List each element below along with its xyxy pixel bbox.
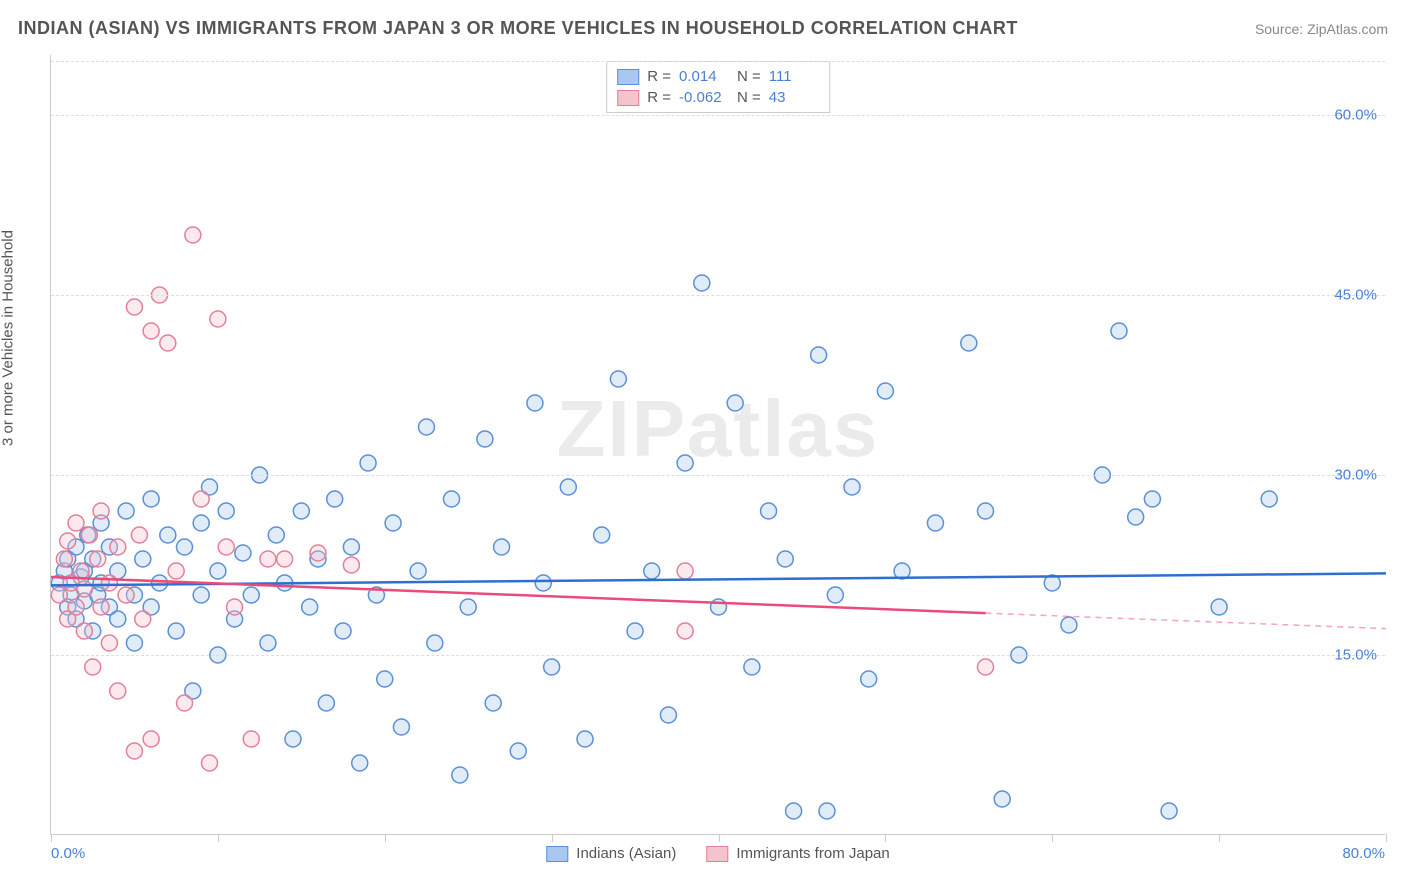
chart-title: INDIAN (ASIAN) VS IMMIGRANTS FROM JAPAN …	[18, 18, 1018, 39]
chart-svg	[51, 55, 1385, 834]
r-label: R =	[647, 89, 671, 106]
n-value: 111	[769, 68, 819, 85]
stats-legend-row: R = 0.014 N = 111	[617, 66, 819, 87]
n-label: N =	[737, 89, 761, 106]
y-tick-label: 60.0%	[1334, 107, 1377, 124]
stats-legend-row: R = -0.062 N = 43	[617, 87, 819, 108]
swatch-icon	[546, 846, 568, 862]
y-tick-label: 30.0%	[1334, 467, 1377, 484]
swatch-icon	[706, 846, 728, 862]
bottom-legend: Indians (Asian) Immigrants from Japan	[546, 845, 889, 862]
n-label: N =	[737, 68, 761, 85]
y-tick-label: 45.0%	[1334, 287, 1377, 304]
legend-item: Immigrants from Japan	[706, 845, 889, 862]
stats-legend: R = 0.014 N = 111 R = -0.062 N = 43	[606, 61, 830, 113]
source-label: Source: ZipAtlas.com	[1255, 21, 1388, 37]
r-value: -0.062	[679, 89, 729, 106]
plot-area: ZIPatlas R = 0.014 N = 111 R = -0.062 N …	[50, 55, 1385, 835]
legend-label: Indians (Asian)	[576, 845, 676, 862]
legend-label: Immigrants from Japan	[736, 845, 889, 862]
y-tick-label: 15.0%	[1334, 647, 1377, 664]
r-value: 0.014	[679, 68, 729, 85]
swatch-icon	[617, 90, 639, 106]
swatch-icon	[617, 69, 639, 85]
y-axis-label: 3 or more Vehicles in Household	[0, 230, 17, 446]
n-value: 43	[769, 89, 819, 106]
legend-item: Indians (Asian)	[546, 845, 676, 862]
x-tick-label: 0.0%	[51, 845, 85, 862]
r-label: R =	[647, 68, 671, 85]
x-tick-label: 80.0%	[1342, 845, 1385, 862]
